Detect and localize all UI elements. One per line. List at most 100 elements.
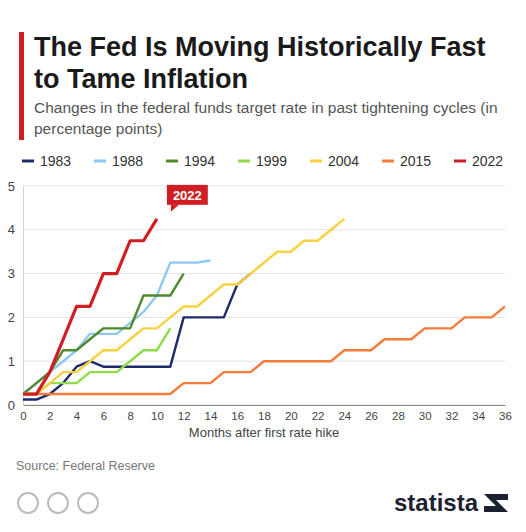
x-tick: 10 [151,405,164,422]
y-tick-label: 4 [8,222,15,237]
x-axis-line [24,405,506,406]
x-tick: 12 [178,405,191,422]
x-tick-label: 20 [285,410,298,422]
x-tick: 28 [392,405,405,422]
x-tick-label: 32 [446,410,459,422]
x-tick-label: 26 [365,410,378,422]
x-axis-title: Months after first rate hike [189,425,339,440]
x-tick-label: 16 [231,410,244,422]
legend-item: 1994 [166,153,215,169]
annotation: 2022 [167,185,208,212]
y-axis: 0 1 2 3 4 5 [8,179,24,413]
legend-swatch [310,160,322,163]
y-tick-label: 3 [8,266,15,281]
logo-icon [484,494,508,512]
x-tick: 26 [365,405,378,422]
legend-swatch [166,160,178,163]
annotation-box [167,185,208,205]
series-line [23,306,505,394]
x-tick: 8 [127,405,133,422]
x-tick-label: 12 [178,410,191,422]
licence-icon [78,493,98,513]
x-tick-label: 6 [101,410,107,422]
legend-label: 1983 [40,153,71,169]
annotation-pointer [171,205,179,212]
annotation-label: 2022 [173,188,202,203]
x-tick-label: 30 [419,410,432,422]
y-tick: 3 [8,266,23,281]
x-tick: 34 [472,405,485,422]
x-tick: 18 [258,405,271,422]
legend-label: 1994 [184,153,215,169]
x-tick-label: 0 [20,410,26,422]
legend-item: 1988 [94,153,143,169]
x-tick: 4 [74,405,81,422]
x-tick: 0 [20,405,26,422]
x-tick: 6 [101,405,107,422]
licence-icon [48,493,68,513]
legend-swatch [94,160,106,163]
legend: 1983 1988 1994 1999 2004 2015 2022 [22,153,503,169]
legend-item: 1999 [238,153,287,169]
series-line [23,260,210,394]
y-tick: 2 [8,310,23,325]
x-tick: 30 [419,405,432,422]
y-tick: 0 [8,398,23,413]
title: The Fed Is Moving Historically Fastto Ta… [34,32,486,94]
y-tick-label: 2 [8,310,15,325]
x-tick-label: 28 [392,410,405,422]
licence-icon [18,493,38,513]
y-axis-line [23,187,24,406]
x-tick-label: 22 [312,410,325,422]
x-tick: 16 [231,405,244,422]
legend-swatch [382,160,394,163]
y-tick-label: 0 [8,398,15,413]
x-tick: 36 [499,405,512,422]
series-line [23,219,344,394]
legend-item: 1983 [22,153,71,169]
x-tick-label: 10 [151,410,164,422]
legend-label: 2015 [400,153,431,169]
background [0,0,526,532]
x-tick-label: 18 [258,410,271,422]
x-tick-label: 36 [499,410,512,422]
legend-swatch [454,160,466,163]
legend-label: 2022 [472,153,503,169]
grid-line [23,186,505,187]
grid-line [23,405,505,406]
grid-line [23,317,505,318]
grid [23,186,505,405]
grid-line [23,229,505,230]
x-tick: 14 [205,405,218,422]
x-tick: 22 [312,405,325,422]
y-tick-label: 5 [8,179,15,194]
y-tick: 4 [8,222,23,237]
x-tick-label: 2 [47,410,53,422]
x-tick: 24 [338,405,351,422]
title-bar [19,32,24,140]
x-tick: 32 [446,405,459,422]
series-line [23,219,157,394]
source: Source: Federal Reserve [16,459,155,473]
legend-label: 2004 [328,153,359,169]
legend-swatch [238,160,250,163]
legend-item: 2015 [382,153,431,169]
grid-line [23,273,505,274]
x-tick: 20 [285,405,298,422]
y-tick: 5 [8,179,23,194]
series-line [23,328,170,394]
legend-item: 2004 [310,153,359,169]
logo: statista [394,489,479,516]
y-tick: 1 [8,354,23,369]
subtitle: Changes in the federal funds target rate… [34,99,498,137]
x-tick-label: 4 [74,410,81,422]
x-axis: 024681012141618202224262830323436 [20,405,512,422]
x-tick-label: 14 [205,410,218,422]
x-tick-label: 24 [338,410,351,422]
licence-icons [18,493,98,513]
y-tick-label: 1 [8,354,15,369]
legend-swatch [22,160,34,163]
x-tick: 2 [47,405,53,422]
legend-label: 1999 [256,153,287,169]
x-tick-label: 8 [127,410,133,422]
